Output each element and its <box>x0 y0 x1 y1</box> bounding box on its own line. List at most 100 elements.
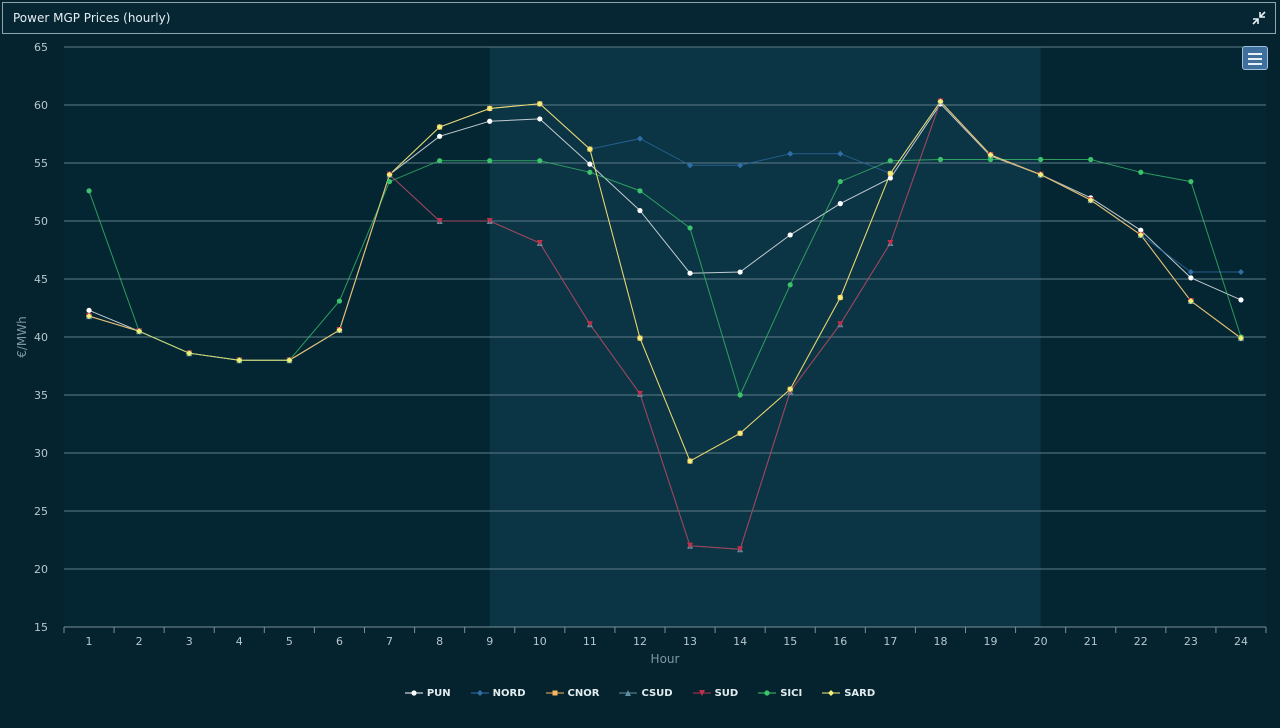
data-point-pun <box>86 307 92 313</box>
y-axis-label: €/MWh <box>15 316 29 358</box>
data-point-pun <box>537 116 543 122</box>
x-tick-label: 3 <box>186 635 193 648</box>
x-tick-label: 2 <box>136 635 143 648</box>
data-point-sici <box>1088 156 1094 163</box>
data-point-pun <box>1238 297 1244 303</box>
data-point-sard <box>737 430 744 437</box>
data-point-sici <box>336 298 343 304</box>
y-tick-label: 50 <box>34 215 48 228</box>
data-point-sard <box>436 124 443 131</box>
legend-item-csud[interactable]: CSUD <box>619 684 673 702</box>
legend-marker <box>828 690 835 696</box>
legend-marker <box>625 690 632 696</box>
data-point-sard <box>987 151 994 158</box>
y-tick-label: 40 <box>34 331 48 344</box>
series-line-sard[interactable] <box>88 100 1242 462</box>
x-tick-label: 21 <box>1084 635 1098 648</box>
data-point-pun <box>1138 227 1144 233</box>
data-point-pun <box>887 175 893 181</box>
legend-item-sici[interactable]: SICI <box>758 684 802 702</box>
legend-label: SUD <box>714 687 739 699</box>
x-tick-label: 5 <box>286 635 293 648</box>
data-point-pun <box>737 269 743 275</box>
data-point-sard <box>186 350 193 357</box>
data-point-pun <box>687 270 693 276</box>
y-tick-label: 55 <box>34 157 48 170</box>
data-point-nord <box>737 162 744 169</box>
legend-label: SARD <box>844 687 876 699</box>
y-tick-label: 65 <box>34 41 48 54</box>
x-tick-label: 18 <box>933 635 947 648</box>
legend-symbol <box>822 690 841 696</box>
data-point-sud <box>887 240 894 247</box>
data-point-sard <box>1137 231 1144 238</box>
data-point-sici <box>687 225 693 231</box>
x-tick-label: 13 <box>683 635 697 648</box>
data-point-sici <box>86 188 92 194</box>
panel-title: Power MGP Prices (hourly) <box>13 11 171 25</box>
data-point-sud <box>636 390 643 397</box>
x-tick-label: 4 <box>236 635 243 648</box>
data-point-sici <box>1138 169 1144 175</box>
data-point-sici <box>987 156 994 163</box>
x-tick-label: 12 <box>633 635 647 648</box>
data-point-sud <box>486 218 493 224</box>
legend-item-sard[interactable]: SARD <box>822 684 875 702</box>
data-point-sici <box>1188 178 1194 185</box>
data-point-sici <box>937 156 944 163</box>
data-point-sud <box>837 321 844 328</box>
data-point-nord <box>837 150 844 157</box>
x-tick-label: 17 <box>883 635 897 648</box>
y-tick-label: 45 <box>34 273 48 286</box>
data-point-sard <box>1237 335 1244 342</box>
data-point-nord <box>787 150 794 157</box>
collapse-icon[interactable] <box>1251 10 1267 26</box>
data-point-sard <box>887 170 894 177</box>
data-point-nord <box>636 135 643 142</box>
data-point-sard <box>536 100 543 107</box>
legend-item-pun[interactable]: PUN <box>404 684 451 702</box>
legend-item-sud[interactable]: SUD <box>692 684 739 702</box>
chart-menu-button[interactable] <box>1242 46 1268 70</box>
x-tick-label: 20 <box>1034 635 1048 648</box>
data-point-sard <box>286 357 293 364</box>
data-point-sud <box>436 218 443 224</box>
x-tick-label: 16 <box>833 635 847 648</box>
y-tick-label: 35 <box>34 389 48 402</box>
data-point-sard <box>837 294 844 301</box>
data-point-sici <box>487 158 493 164</box>
data-point-sud <box>586 321 593 328</box>
legend-label: CSUD <box>641 687 673 699</box>
data-point-nord <box>1187 269 1194 276</box>
data-point-pun <box>587 161 593 167</box>
legend-symbol <box>404 690 423 696</box>
legend-label: NORD <box>492 687 526 699</box>
data-point-sard <box>1087 197 1094 204</box>
legend-label: PUN <box>426 687 451 699</box>
data-point-nord <box>687 162 694 169</box>
x-tick-label: 23 <box>1184 635 1198 648</box>
x-tick-label: 22 <box>1134 635 1148 648</box>
data-point-sici <box>637 188 643 194</box>
data-point-sard <box>636 335 643 342</box>
legend-marker <box>698 690 705 696</box>
data-point-sard <box>236 357 243 364</box>
legend-marker <box>552 690 558 696</box>
legend-symbol <box>545 690 564 696</box>
data-point-sici <box>1038 156 1044 163</box>
legend-item-cnor[interactable]: CNOR <box>545 684 599 702</box>
legend-marker <box>411 690 417 696</box>
data-point-sud <box>687 542 694 549</box>
x-tick-label: 24 <box>1234 635 1248 648</box>
y-tick-label: 20 <box>34 563 48 576</box>
x-axis-label: Hour <box>651 652 680 666</box>
x-tick-label: 11 <box>583 635 597 648</box>
data-point-sici <box>737 392 743 398</box>
legend-item-nord[interactable]: NORD <box>470 684 526 702</box>
legend-marker <box>476 690 483 696</box>
title-bar: Power MGP Prices (hourly) <box>2 2 1276 34</box>
y-tick-label: 15 <box>34 621 48 634</box>
x-tick-label: 14 <box>733 635 747 648</box>
x-tick-label: 9 <box>486 635 493 648</box>
